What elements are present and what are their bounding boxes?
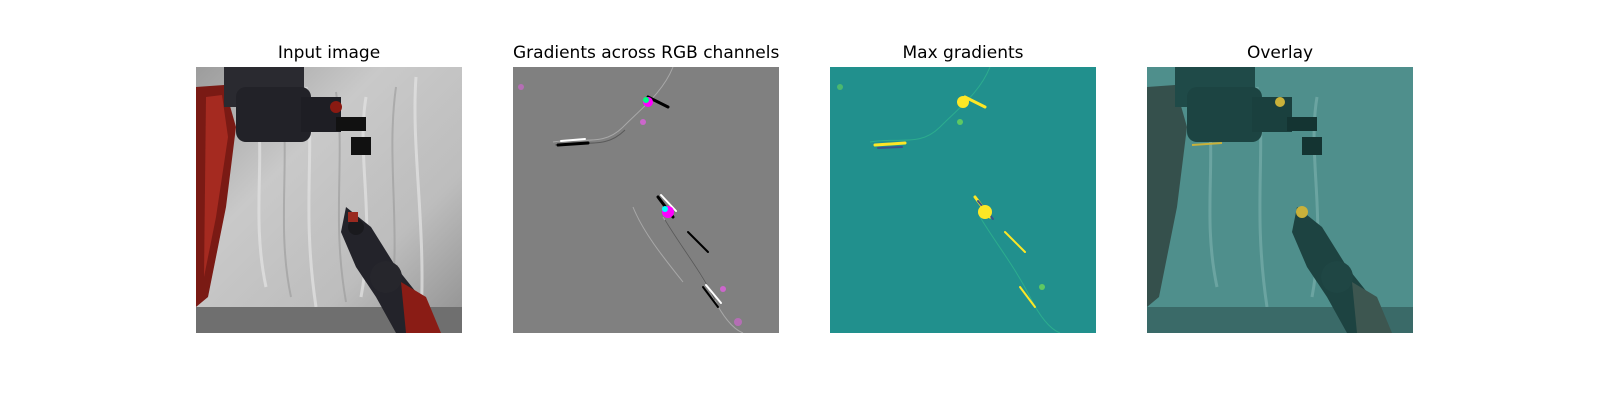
panel-overlay: Overlay (1147, 40, 1413, 333)
max-gradients-image (830, 67, 1096, 333)
input-image (196, 67, 462, 333)
panel-gradients-rgb: Gradients across RGB channels (513, 40, 780, 333)
panel-max-gradients: Max gradients (830, 40, 1096, 333)
panel-title: Max gradients (902, 43, 1024, 63)
panel-input-image: Input image (196, 40, 462, 333)
panel-title: Overlay (1246, 43, 1314, 63)
overlay-image (1147, 67, 1413, 333)
panel-title: Input image (277, 43, 381, 63)
gradients-rgb-image (513, 67, 779, 333)
panel-title: Gradients across RGB channels (513, 43, 780, 63)
